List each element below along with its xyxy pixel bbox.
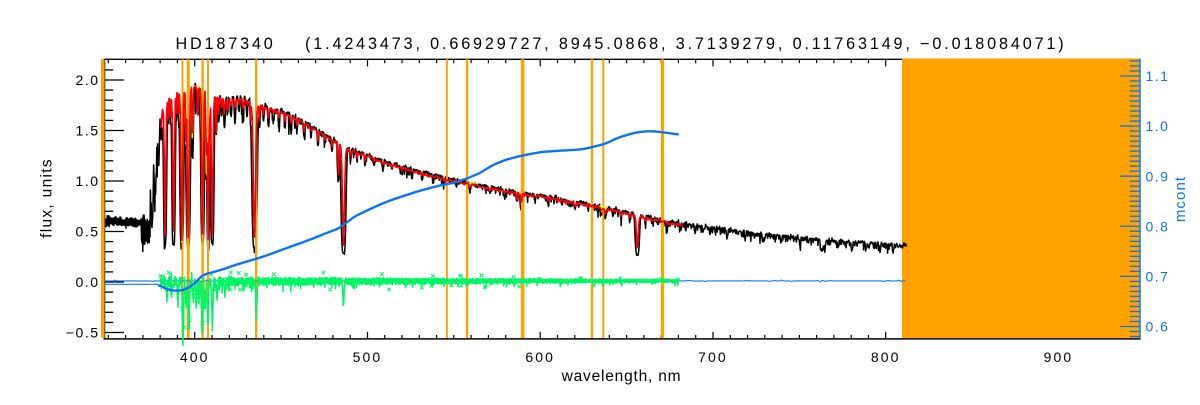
svg-text:−0.5: −0.5 bbox=[66, 325, 100, 341]
svg-text:mcont: mcont bbox=[1172, 176, 1189, 222]
svg-text:0.7: 0.7 bbox=[1146, 269, 1170, 285]
svg-text:wavelength, nm: wavelength, nm bbox=[561, 368, 682, 385]
svg-text:1.5: 1.5 bbox=[76, 123, 100, 139]
svg-text:900: 900 bbox=[1044, 349, 1074, 365]
svg-text:1.0: 1.0 bbox=[76, 173, 100, 189]
svg-text:0.0: 0.0 bbox=[76, 274, 100, 290]
svg-text:1.0: 1.0 bbox=[1146, 118, 1170, 134]
svg-text:0.8: 0.8 bbox=[1146, 218, 1170, 234]
svg-text:flux, units: flux, units bbox=[39, 158, 56, 238]
svg-text:HD187340 (1.4243473, 0.6692: HD187340 (1.4243473, 0.66929727, 8945.08… bbox=[175, 35, 1066, 53]
svg-text:500: 500 bbox=[353, 349, 383, 365]
svg-text:400: 400 bbox=[180, 349, 210, 365]
svg-text:1.1: 1.1 bbox=[1146, 68, 1170, 84]
svg-text:0.6: 0.6 bbox=[1146, 319, 1170, 335]
svg-text:700: 700 bbox=[698, 349, 728, 365]
svg-text:800: 800 bbox=[871, 349, 901, 365]
svg-text:2.0: 2.0 bbox=[76, 72, 100, 88]
svg-text:0.5: 0.5 bbox=[76, 224, 100, 240]
svg-text:0.9: 0.9 bbox=[1146, 168, 1170, 184]
svg-text:600: 600 bbox=[525, 349, 555, 365]
